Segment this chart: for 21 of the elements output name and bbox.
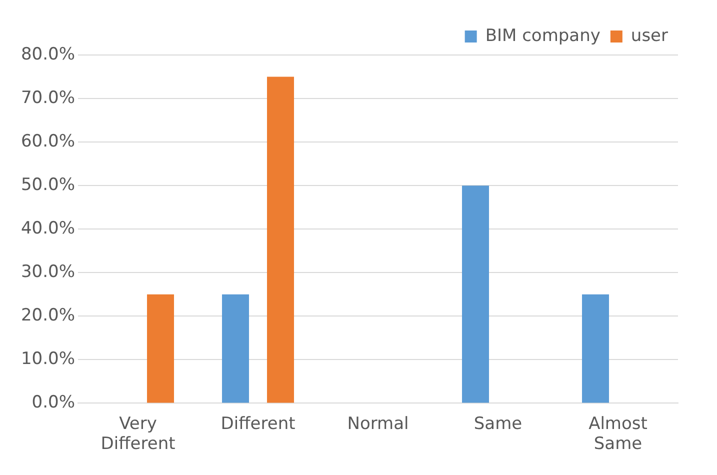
- x-tick-label: Normal: [347, 414, 409, 434]
- y-tick-label: 50.0%: [20, 174, 76, 195]
- x-tick-label: Very Different: [100, 414, 176, 454]
- x-tick-label: Different: [220, 414, 296, 434]
- y-tick-label: 70.0%: [20, 88, 76, 108]
- x-tick-label: Almost Same: [588, 414, 648, 454]
- y-tick-label: 40.0%: [20, 218, 76, 239]
- y-tick-label: 20.0%: [20, 306, 76, 326]
- y-tick-label: 80.0%: [20, 44, 76, 64]
- x-tick-label: Same: [474, 414, 522, 434]
- bar: [462, 186, 489, 403]
- bar: [222, 294, 250, 403]
- bar: [267, 76, 294, 403]
- legend-label: user: [630, 26, 668, 46]
- y-tick-label: 0.0%: [32, 392, 76, 413]
- bar: [147, 294, 174, 403]
- y-tick-label: 30.0%: [20, 262, 76, 282]
- legend-label: BIM company: [485, 26, 600, 46]
- y-tick-label: 10.0%: [20, 349, 76, 370]
- y-tick-label: 60.0%: [20, 131, 76, 152]
- bar: [582, 294, 609, 403]
